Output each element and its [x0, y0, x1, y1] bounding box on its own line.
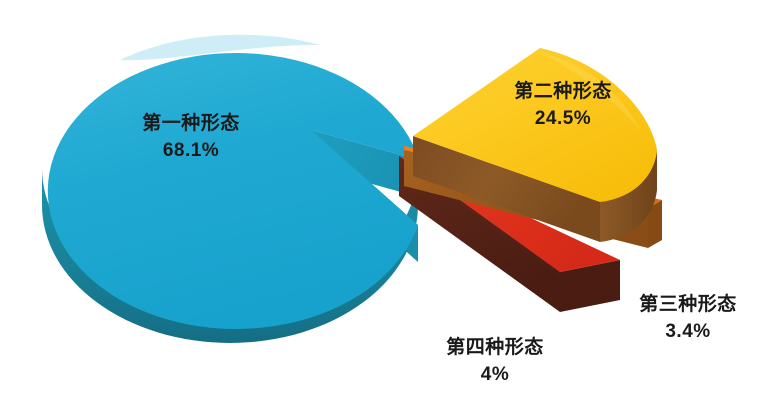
- pie-slice-third-side-right: [648, 200, 662, 248]
- pie-label-first-name: 第一种形态: [142, 113, 240, 134]
- pie-label-fourth-name: 第四种形态: [446, 337, 544, 358]
- pie-slice-first-highlight: [120, 34, 320, 61]
- pie-label-first: 第一种形态 68.1%: [86, 112, 296, 164]
- pie-slice-fourth-side-left: [399, 156, 560, 312]
- pie-label-third-value: 3.4%: [665, 321, 711, 343]
- pie-slice-first[interactable]: [42, 34, 419, 343]
- pie-label-second: 第二种形态 24.5%: [468, 80, 658, 132]
- pie-slice-second[interactable]: [413, 48, 657, 242]
- pie-label-third: 第三种形态 3.4%: [608, 293, 768, 345]
- pie-slice-first-top: [47, 52, 419, 329]
- pie-label-second-name: 第二种形态: [514, 81, 612, 102]
- pie-slice-second-side-left: [413, 136, 600, 242]
- pie-slice-fourth-side-bottom: [560, 260, 620, 312]
- pie-label-fourth: 第四种形态 4%: [408, 336, 582, 388]
- pie-label-fourth-value: 4%: [480, 364, 510, 386]
- pie-slice-second-top: [413, 48, 657, 202]
- pie-label-third-name: 第三种形态: [639, 294, 737, 315]
- pie-slice-second-side-arc: [600, 150, 657, 242]
- pie-label-first-value: 68.1%: [162, 140, 220, 162]
- pie-slice-first-notch-wall-upper: [311, 130, 419, 197]
- pie-label-second-value: 24.5%: [534, 108, 592, 130]
